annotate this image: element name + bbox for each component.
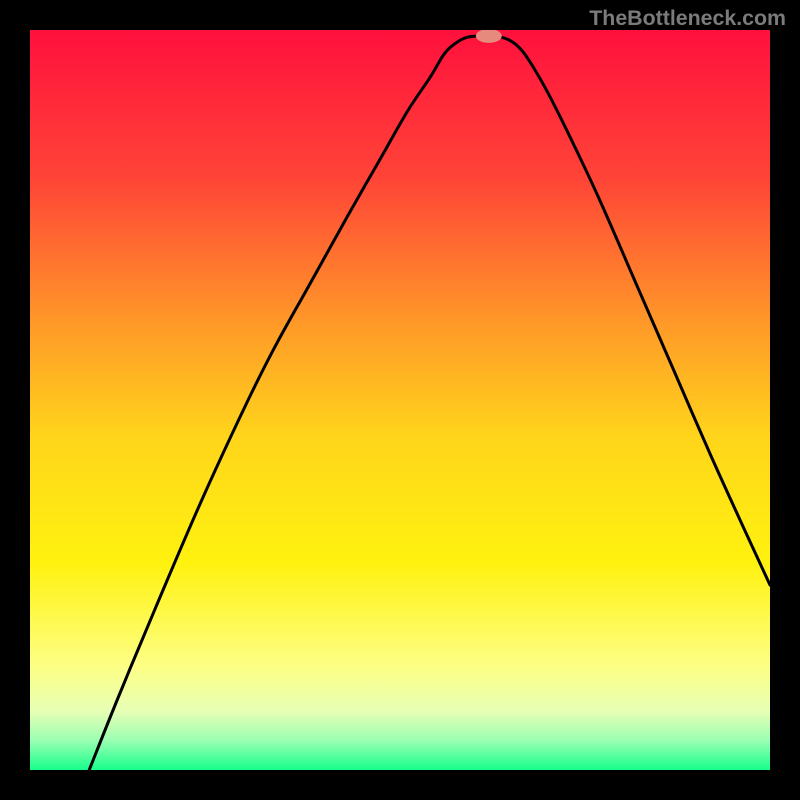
chart-figure: TheBottleneck.com [0,0,800,800]
plot-background [30,30,770,770]
watermark-text: TheBottleneck.com [589,6,786,31]
plot-svg [30,30,770,770]
